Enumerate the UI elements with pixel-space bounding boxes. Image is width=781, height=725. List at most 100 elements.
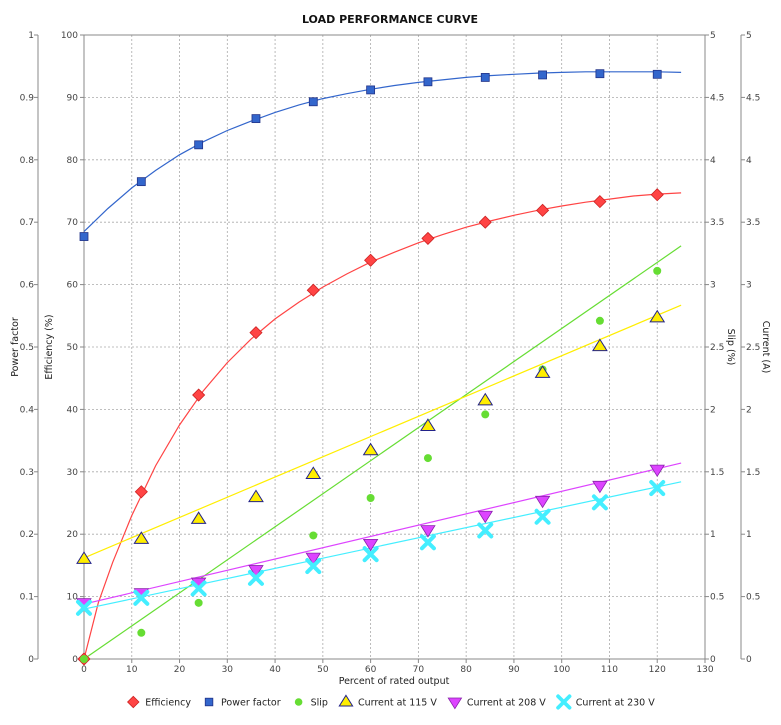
- power_factor-tick-label: 0.9: [20, 93, 35, 103]
- current-at-208-v-point: [477, 510, 493, 524]
- current-at-208-v-point: [420, 525, 436, 538]
- efficiency-point: [593, 195, 607, 209]
- current-tick-label: 3.5: [746, 218, 760, 228]
- current-at-115-v-point: [534, 365, 551, 378]
- slip-tick-label: 2: [710, 405, 716, 415]
- slip-point: [309, 531, 318, 540]
- current-at-208-v-point: [305, 552, 322, 566]
- x-tick-label: 70: [413, 665, 425, 675]
- y-axis-label-power-factor: Power factor: [10, 317, 21, 377]
- efficiency-tick-label: 40: [67, 405, 79, 415]
- current-at-208-v-point: [248, 565, 264, 578]
- efficiency-point: [421, 231, 435, 245]
- power_factor-tick-label: 0.2: [20, 530, 34, 540]
- current-at-115-v-point: [248, 489, 264, 503]
- current-at-115-v-point: [592, 338, 608, 352]
- current-at-115-v-point: [420, 418, 436, 431]
- slip-tick-label: 1: [710, 530, 716, 540]
- legend: Efficiency Power factor Slip Current at 115…: [127, 694, 655, 710]
- power_factor-tick-label: 0.7: [20, 218, 34, 228]
- y-axis-label-efficiency: Efficiency (%): [44, 314, 55, 379]
- current-at-115-v-trend-line: [83, 304, 682, 559]
- power-factor-point: [251, 114, 261, 124]
- current-tick-label: 4.5: [746, 93, 760, 103]
- y-axis-label-current: Current (A): [760, 321, 771, 374]
- marker-layer: [76, 69, 666, 666]
- current-at-115-v-point: [305, 466, 322, 479]
- slip-point: [137, 628, 146, 637]
- slip-point: [653, 266, 662, 275]
- x-tick-label: 100: [553, 665, 570, 675]
- efficiency-point: [306, 283, 320, 297]
- legend-efficiency-label: Efficiency: [145, 698, 191, 709]
- current-at-208-v-point: [649, 464, 665, 478]
- current-at-115-v-point: [362, 442, 379, 456]
- x-tick-label: 60: [365, 665, 377, 675]
- current-tick-label: 0: [746, 655, 752, 665]
- slip-tick-label: 1.5: [710, 468, 724, 478]
- power-factor-point: [480, 73, 490, 82]
- current-at-230-v-point: [534, 508, 551, 525]
- power-factor-trend-line: [83, 71, 682, 233]
- x-tick-label: 110: [601, 665, 618, 675]
- power-factor-point: [366, 85, 376, 95]
- slip-tick-label: 4.5: [710, 93, 724, 103]
- power_factor-tick-label: 0.8: [20, 156, 35, 166]
- legend-current-at-208-v-swatch: [447, 697, 463, 710]
- slip-tick-label: 0.5: [710, 593, 724, 603]
- current-at-115-v-point: [133, 531, 150, 544]
- x-tick-label: 0: [81, 665, 87, 675]
- power-factor-point: [538, 70, 547, 80]
- efficiency-point: [650, 188, 664, 202]
- x-tick-label: 50: [317, 665, 329, 675]
- efficiency-point: [134, 485, 148, 499]
- current-tick-label: 3: [746, 281, 752, 291]
- efficiency-point: [536, 203, 550, 217]
- slip-point: [194, 598, 203, 607]
- slip-point: [80, 655, 88, 663]
- x-tick-label: 80: [460, 665, 472, 675]
- current-at-230-v-point: [477, 522, 494, 539]
- power_factor-tick-label: 0.4: [20, 405, 35, 415]
- current-tick-label: 2: [746, 405, 752, 415]
- power-factor-point: [194, 140, 204, 150]
- slip-trend-line: [83, 245, 682, 660]
- efficiency-tick-label: 80: [67, 156, 79, 166]
- x-axis-label: Percent of rated output: [339, 676, 450, 687]
- current-at-115-v-point: [190, 511, 207, 524]
- power_factor-tick-label: 0.5: [20, 343, 34, 353]
- slip-tick-label: 3: [710, 281, 716, 291]
- chart-title: LOAD PERFORMANCE CURVE: [302, 13, 478, 26]
- current-tick-label: 5: [746, 31, 752, 41]
- grid-layer: [84, 35, 705, 659]
- power-factor-point: [595, 69, 605, 79]
- power_factor-tick-label: 0.3: [20, 468, 34, 478]
- legend-current-at-115-v-swatch: [338, 694, 354, 707]
- slip-tick-label: 2.5: [710, 343, 724, 353]
- power-factor-point: [308, 97, 318, 107]
- power-factor-point: [652, 69, 662, 79]
- slip-point: [595, 316, 604, 325]
- power_factor-tick-label: 0.1: [20, 593, 34, 603]
- legend-slip-swatch: [294, 698, 303, 706]
- y-axis-label-slip: Slip (%): [725, 329, 736, 366]
- current-at-230-v-point: [133, 589, 150, 606]
- efficiency-tick-label: 10: [67, 593, 79, 603]
- legend-current-at-208-v-label: Current at 208 V: [467, 698, 546, 709]
- current-tick-label: 1: [746, 530, 752, 540]
- current-tick-label: 4: [746, 156, 752, 166]
- legend-power-factor-label: Power factor: [221, 698, 281, 709]
- current-at-230-v-point: [649, 480, 666, 497]
- efficiency-tick-label: 70: [67, 218, 79, 228]
- efficiency-tick-label: 0: [72, 655, 78, 665]
- legend-current-at-230-v-label: Current at 230 V: [576, 698, 655, 709]
- x-tick-label: 40: [269, 665, 281, 675]
- x-tick-label: 130: [696, 665, 713, 675]
- legend-slip-label: Slip: [311, 698, 328, 709]
- current-at-208-v-point: [362, 538, 379, 552]
- current-at-230-v-point: [190, 580, 207, 597]
- current-at-230-v-point: [362, 546, 379, 563]
- current-at-230-v-point: [305, 558, 322, 575]
